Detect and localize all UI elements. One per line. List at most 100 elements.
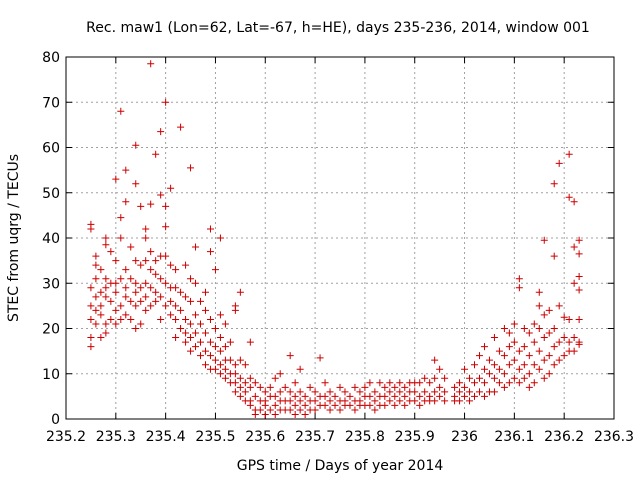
data-point bbox=[97, 334, 105, 342]
data-point bbox=[525, 352, 533, 360]
data-point bbox=[391, 383, 399, 391]
data-point bbox=[157, 275, 165, 283]
data-point bbox=[535, 365, 543, 373]
data-point bbox=[301, 401, 309, 409]
data-point bbox=[92, 306, 100, 314]
data-point bbox=[530, 320, 538, 328]
y-tick-label: 50 bbox=[42, 186, 60, 202]
data-point bbox=[346, 392, 354, 400]
data-point bbox=[351, 406, 359, 414]
data-point bbox=[495, 379, 503, 387]
data-point bbox=[221, 320, 229, 328]
data-point bbox=[117, 107, 125, 115]
data-point bbox=[182, 329, 190, 337]
data-point bbox=[137, 202, 145, 210]
data-point bbox=[490, 361, 498, 369]
data-point bbox=[461, 365, 469, 373]
data-point bbox=[246, 374, 254, 382]
x-tick-label: 236 bbox=[451, 429, 478, 445]
data-point bbox=[87, 315, 95, 323]
data-point bbox=[231, 388, 239, 396]
data-point bbox=[480, 379, 488, 387]
data-point bbox=[97, 302, 105, 310]
data-point bbox=[535, 288, 543, 296]
data-point bbox=[122, 166, 130, 174]
data-point bbox=[530, 338, 538, 346]
data-point bbox=[575, 250, 583, 258]
data-point bbox=[162, 279, 170, 287]
data-point bbox=[431, 397, 439, 405]
data-point bbox=[127, 243, 135, 251]
data-point bbox=[236, 356, 244, 364]
data-point bbox=[461, 392, 469, 400]
data-point bbox=[500, 352, 508, 360]
data-point bbox=[316, 354, 324, 362]
data-point bbox=[490, 374, 498, 382]
data-point bbox=[241, 388, 249, 396]
data-point bbox=[137, 297, 145, 305]
data-point bbox=[396, 388, 404, 396]
data-point bbox=[560, 334, 568, 342]
data-point bbox=[296, 397, 304, 405]
data-point bbox=[147, 284, 155, 292]
data-point bbox=[555, 356, 563, 364]
data-point bbox=[137, 320, 145, 328]
data-point bbox=[236, 374, 244, 382]
data-point bbox=[326, 397, 334, 405]
data-point bbox=[107, 315, 115, 323]
data-point bbox=[92, 293, 100, 301]
data-point bbox=[396, 379, 404, 387]
data-point bbox=[366, 401, 374, 409]
data-point bbox=[575, 340, 583, 348]
data-point bbox=[87, 334, 95, 342]
data-point bbox=[321, 401, 329, 409]
data-point bbox=[555, 302, 563, 310]
data-point bbox=[206, 248, 214, 256]
data-point bbox=[480, 365, 488, 373]
data-point bbox=[510, 374, 518, 382]
data-point bbox=[386, 379, 394, 387]
data-point bbox=[182, 315, 190, 323]
data-point bbox=[286, 397, 294, 405]
data-point bbox=[157, 293, 165, 301]
data-point bbox=[306, 383, 314, 391]
data-point bbox=[560, 313, 568, 321]
data-point bbox=[281, 383, 289, 391]
data-point bbox=[137, 261, 145, 269]
data-point bbox=[545, 370, 553, 378]
data-point bbox=[231, 370, 239, 378]
x-tick-label: 235.2 bbox=[46, 429, 86, 445]
data-point bbox=[117, 234, 125, 242]
data-point bbox=[112, 288, 120, 296]
data-point bbox=[431, 374, 439, 382]
data-point bbox=[326, 406, 334, 414]
data-point bbox=[386, 388, 394, 396]
data-point bbox=[201, 306, 209, 314]
data-point bbox=[525, 370, 533, 378]
data-point bbox=[246, 401, 254, 409]
x-tick-label: 235.8 bbox=[345, 429, 385, 445]
data-point bbox=[162, 202, 170, 210]
data-point bbox=[236, 288, 244, 296]
data-point bbox=[271, 401, 279, 409]
data-point bbox=[480, 343, 488, 351]
data-point bbox=[530, 361, 538, 369]
data-point bbox=[336, 406, 344, 414]
data-point bbox=[142, 293, 150, 301]
data-point bbox=[137, 284, 145, 292]
data-point bbox=[142, 257, 150, 265]
data-point bbox=[271, 374, 279, 382]
data-point bbox=[416, 379, 424, 387]
data-point bbox=[426, 379, 434, 387]
data-point bbox=[246, 338, 254, 346]
data-point bbox=[92, 275, 100, 283]
data-point bbox=[301, 392, 309, 400]
data-point bbox=[510, 320, 518, 328]
y-tick-label: 0 bbox=[51, 412, 60, 428]
data-point bbox=[147, 200, 155, 208]
data-point bbox=[416, 401, 424, 409]
data-point bbox=[192, 343, 200, 351]
data-point bbox=[266, 406, 274, 414]
data-point bbox=[221, 374, 229, 382]
data-point bbox=[142, 306, 150, 314]
